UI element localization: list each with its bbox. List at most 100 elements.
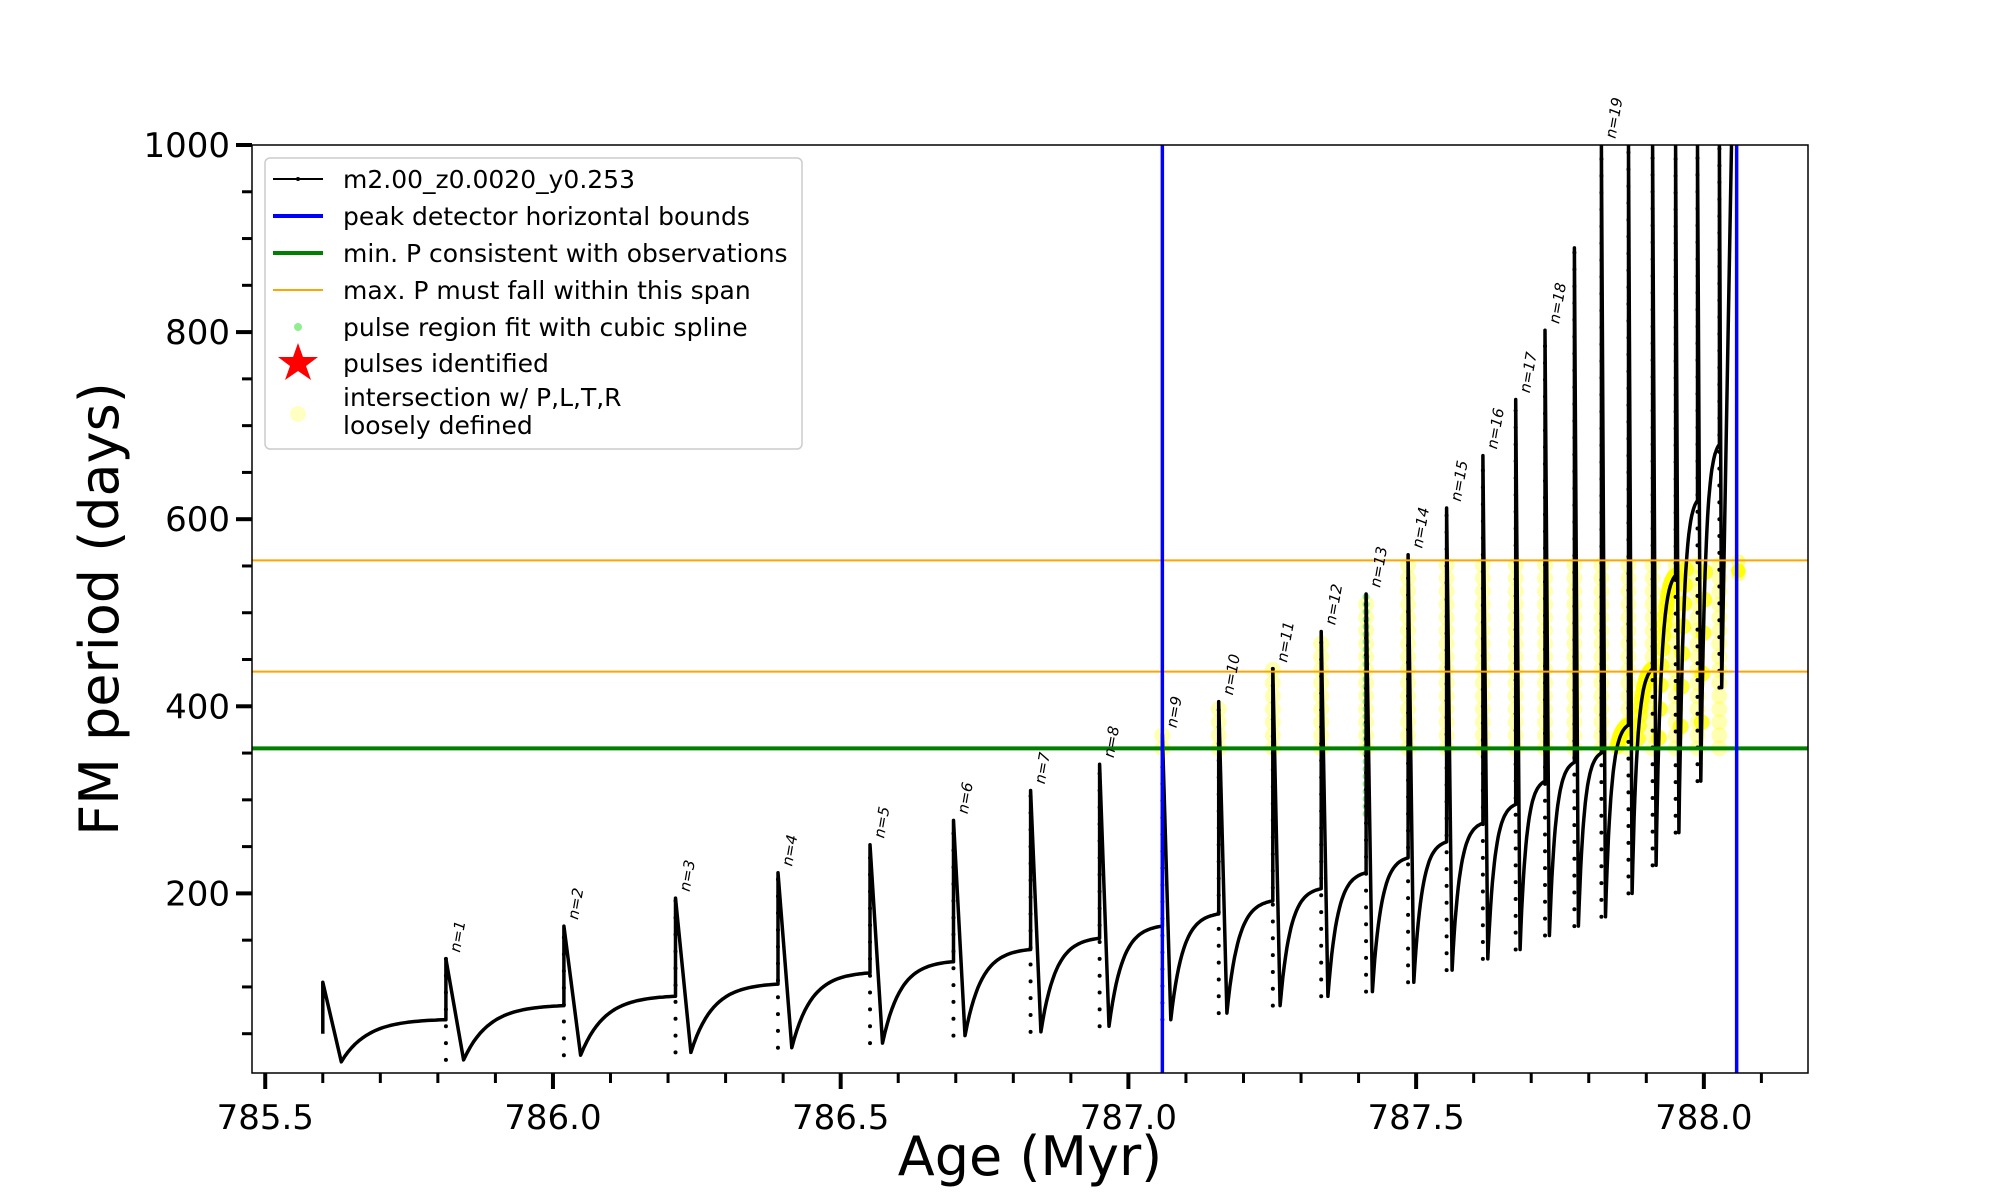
data-point (1406, 811, 1411, 816)
pulse-label: n=19 (1602, 96, 1627, 140)
data-point (1364, 939, 1369, 944)
legend-label-min-p: min. P consistent with observations (343, 239, 788, 268)
data-point (1717, 635, 1722, 640)
red-star-icon (278, 343, 318, 380)
data-point (1513, 863, 1518, 868)
data-point (1572, 351, 1577, 356)
data-point (561, 969, 566, 974)
data-point (1695, 661, 1700, 666)
data-point (1097, 855, 1102, 860)
data-point (443, 956, 448, 961)
data-point (1572, 873, 1577, 878)
data-point (1513, 678, 1518, 683)
data-point (951, 865, 956, 870)
data-point (1444, 614, 1449, 619)
data-point (1626, 369, 1631, 374)
data-point (561, 1053, 566, 1058)
data-point (1319, 910, 1324, 915)
data-point (1319, 792, 1324, 797)
data-point (1216, 758, 1221, 763)
pulse-label: n=13 (1366, 545, 1391, 589)
data-point (868, 855, 873, 860)
data-point (1626, 285, 1631, 290)
data-point (1695, 442, 1700, 447)
data-point (1543, 344, 1548, 349)
data-point (1695, 577, 1700, 582)
data-point (1513, 880, 1518, 885)
data-point (1599, 847, 1604, 852)
pulse-label: n=11 (1273, 620, 1298, 664)
data-point (1319, 758, 1324, 763)
data-point (1364, 602, 1369, 607)
data-point (1717, 500, 1722, 505)
data-point (1626, 554, 1631, 559)
data-point (1444, 732, 1449, 737)
data-point (1572, 839, 1577, 844)
data-point (1717, 315, 1722, 320)
data-point (1572, 688, 1577, 693)
data-point (1673, 611, 1678, 616)
data-point (1406, 896, 1411, 901)
pulse-label: n=1 (446, 919, 469, 953)
data-point (1364, 989, 1369, 994)
data-point (1673, 493, 1678, 498)
data-point (1543, 697, 1548, 702)
y-tick-label: 1000 (143, 126, 230, 166)
data-point (1216, 724, 1221, 729)
data-point (1480, 771, 1485, 776)
pulse-label: n=5 (870, 805, 893, 839)
data-point (1444, 597, 1449, 602)
data-point (1572, 637, 1577, 642)
intersection-marker (1711, 688, 1728, 704)
data-point (1572, 924, 1577, 929)
data-point (1599, 796, 1604, 801)
data-point (1650, 762, 1655, 767)
data-point (1097, 872, 1102, 877)
y-tick-label: 600 (165, 500, 230, 540)
data-point (1097, 1007, 1102, 1012)
data-point (1028, 861, 1033, 866)
data-point (1543, 664, 1548, 669)
data-point (1364, 686, 1369, 691)
data-point (1572, 738, 1577, 743)
data-point (1626, 234, 1631, 239)
data-point (1543, 866, 1548, 871)
data-point (1650, 408, 1655, 413)
data-point (1364, 619, 1369, 624)
data-point (1650, 644, 1655, 649)
data-point (1673, 224, 1678, 229)
data-point (868, 956, 873, 961)
data-point (1028, 962, 1033, 967)
data-point (1216, 792, 1221, 797)
data-point (1599, 460, 1604, 465)
data-point (1695, 391, 1700, 396)
data-point (1599, 224, 1604, 229)
data-point (868, 990, 873, 995)
data-point (1650, 273, 1655, 278)
data-point (1599, 662, 1604, 667)
y-tick-label: 200 (165, 874, 230, 914)
data-point (1599, 325, 1604, 330)
data-point (1270, 734, 1275, 739)
data-point (1673, 207, 1678, 212)
data-point (1513, 476, 1518, 481)
data-point (951, 915, 956, 920)
data-point (1513, 694, 1518, 699)
data-point (1513, 577, 1518, 582)
data-point (1673, 476, 1678, 481)
data-point (1673, 729, 1678, 734)
data-point (1650, 442, 1655, 447)
data-point (1513, 829, 1518, 834)
data-point (775, 877, 780, 882)
data-point (1513, 846, 1518, 851)
data-point (1364, 636, 1369, 640)
data-point (1319, 657, 1324, 662)
data-point (1673, 443, 1678, 448)
data-point (1543, 613, 1548, 618)
data-point (1444, 631, 1449, 636)
data-point (1695, 189, 1700, 194)
data-point (1406, 879, 1411, 884)
data-point (1572, 385, 1577, 390)
data-point (1513, 543, 1518, 548)
